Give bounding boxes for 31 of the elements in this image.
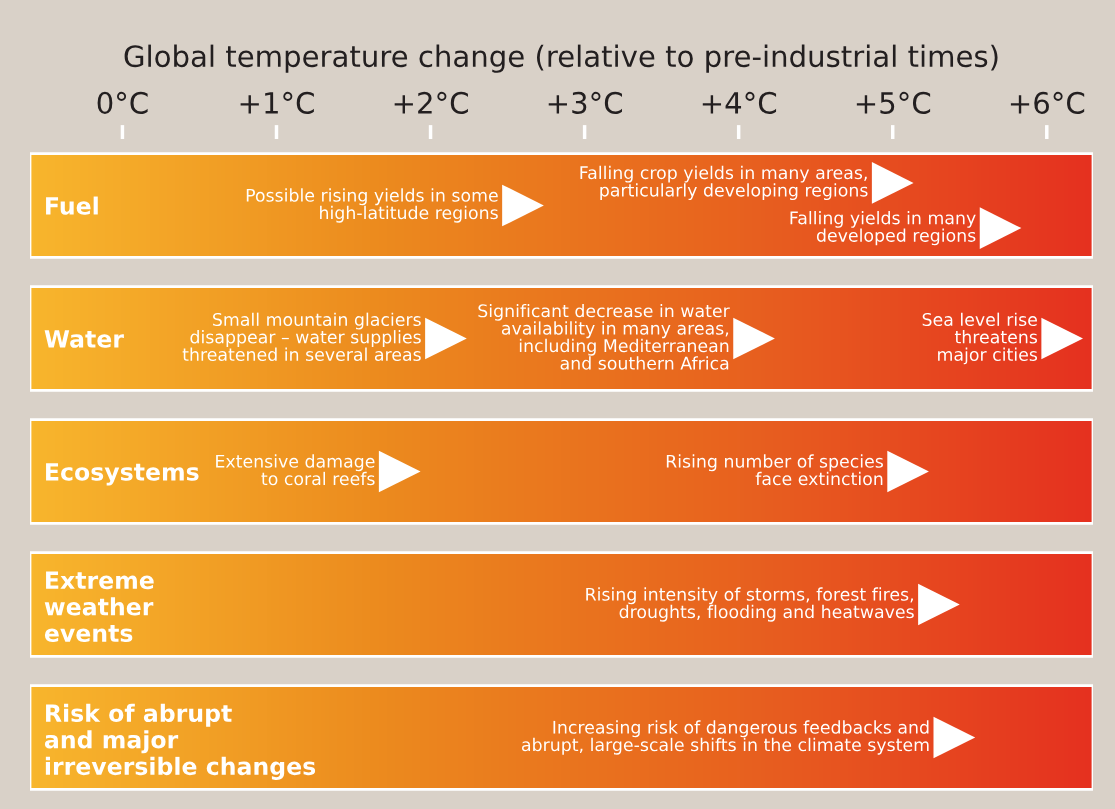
annotation: Falling yields in many developed regions [790, 210, 976, 246]
annotation: Sea level rise threatens major cities [922, 312, 1038, 365]
y-tick-label: Ecosystems [46, 463, 199, 486]
point [1041, 317, 1084, 360]
annotation: Rising number of species face extinction [666, 454, 883, 486]
annotation: Possible rising yields in some high-latitude regions [246, 188, 498, 223]
point [733, 317, 775, 360]
point [425, 317, 467, 360]
x-tick-label: +3°C [548, 91, 622, 114]
chart-title: Global temperature change (relative to pre-industrial times) [124, 44, 998, 73]
x-tick-label: +4°C [702, 91, 777, 114]
point [502, 184, 544, 227]
y-tick-label: Extreme weather events [44, 571, 154, 643]
x-tick-label: +2°C [394, 91, 468, 114]
annotation: Rising intensity of storms, forest fires, droughts, flooding and heatwaves [586, 587, 914, 622]
point [933, 716, 976, 759]
point [918, 583, 960, 626]
y-tick-label: Risk of abrupt and major irreversible changes [44, 703, 316, 780]
x-tick-label: +5°C [856, 91, 931, 114]
x-tick-label: 0°C [97, 91, 148, 114]
annotation: Significant decrease in water availability in many areas, including Mediterranean and southern Africa [478, 303, 730, 370]
point [378, 450, 421, 493]
x-tick-label: +1°C [240, 91, 314, 114]
annotation: Extensive damage to coral reefs [216, 454, 375, 486]
y-tick-label: Water [44, 330, 124, 348]
annotation: Small mountain glaciers disappear – water supplies threatened in several areas [182, 312, 421, 361]
y-tick-label: Fuel [46, 196, 98, 215]
annotation: Falling crop yields in many areas, particularly developing regions [580, 165, 868, 201]
point [887, 450, 929, 493]
annotation: Increasing risk of dangerous feedbacks and abrupt, large-scale shifts in the climate system [522, 720, 929, 755]
x-tick-label: +6°C [1010, 91, 1085, 114]
